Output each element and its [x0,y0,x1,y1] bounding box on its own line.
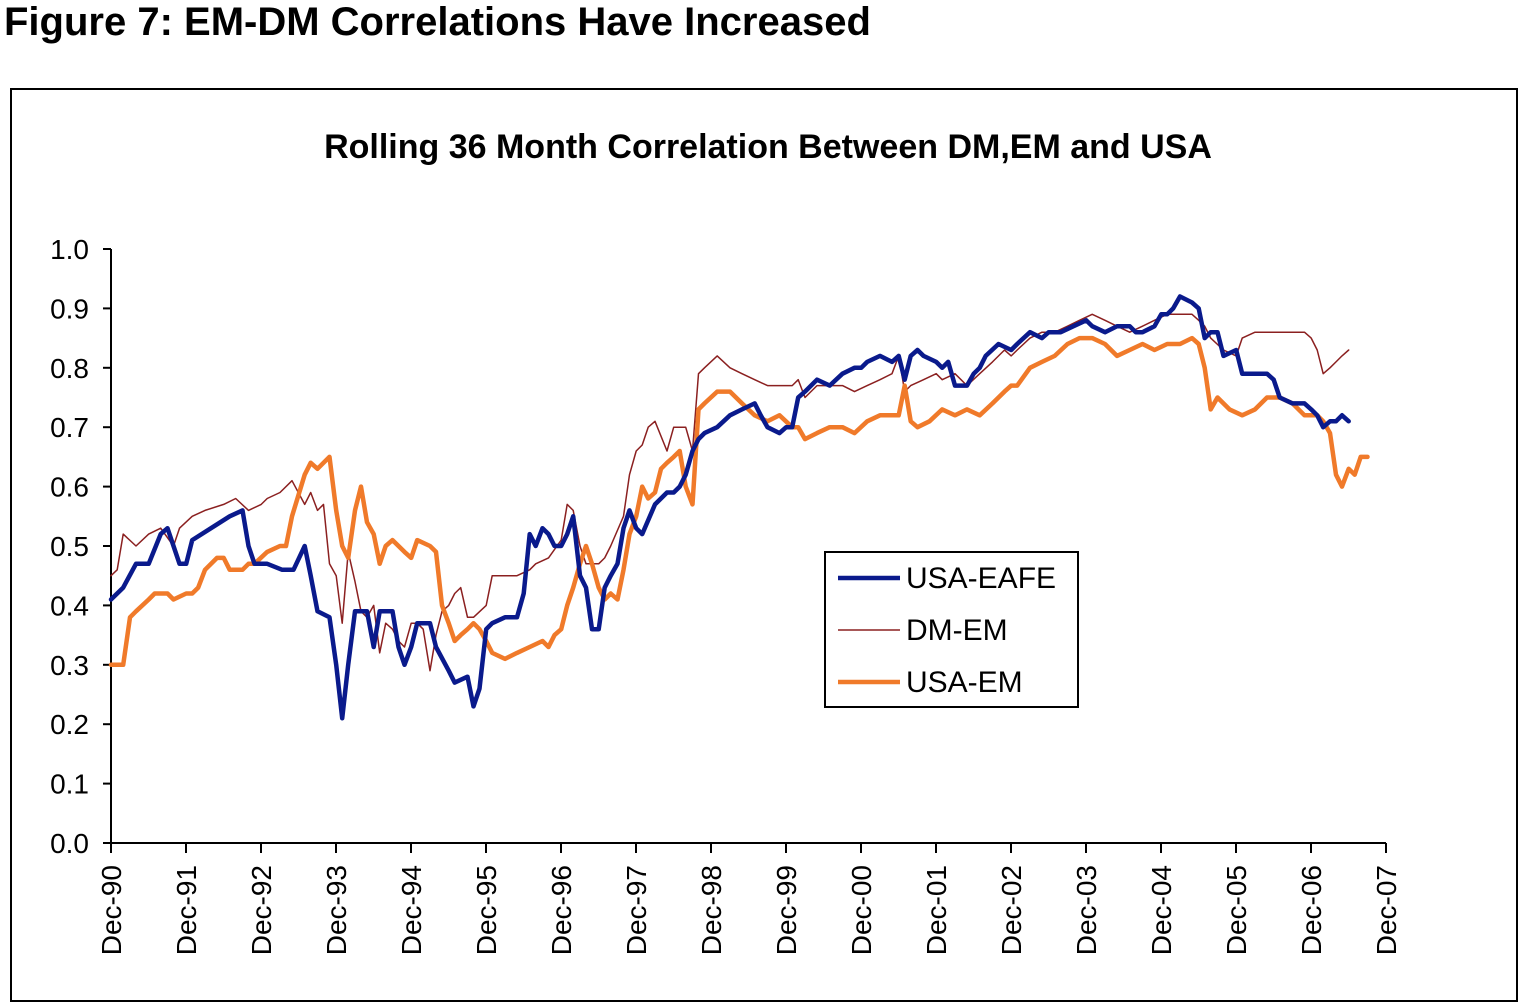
x-tick-label: Dec-00 [846,865,877,955]
y-tick-label: 0.7 [50,412,89,443]
x-tick-label: Dec-05 [1221,865,1252,955]
x-tick-label: Dec-91 [171,865,202,955]
x-tick-label: Dec-97 [621,865,652,955]
y-tick-label: 0.3 [50,650,89,681]
x-tick-label: Dec-96 [546,865,577,955]
y-tick-label: 0.6 [50,472,89,503]
x-tick-label: Dec-04 [1146,865,1177,955]
y-tick-label: 0.9 [50,293,89,324]
y-tick-label: 0.4 [50,590,89,621]
x-tick-label: Dec-92 [246,865,277,955]
figure-caption: Figure 7: EM-DM Correlations Have Increa… [4,0,871,44]
y-tick-label: 0.2 [50,709,89,740]
x-tick-label: Dec-94 [396,865,427,955]
series-line-usa-em [108,335,1370,668]
legend-label: DM-EM [906,614,1008,647]
chart-title: Rolling 36 Month Correlation Between DM,… [324,128,1212,166]
x-tick-label: Dec-93 [321,865,352,955]
x-tick-label: Dec-07 [1371,865,1402,955]
chart-frame [10,88,1518,1002]
y-tick-label: 1.0 [50,234,89,265]
x-tick-label: Dec-03 [1071,865,1102,955]
y-tick-label: 0.0 [50,828,89,859]
x-tick-label: Dec-90 [96,865,127,955]
series-line-dm-em [110,313,1350,672]
series-line-usa-eafe [108,294,1351,721]
x-tick-label: Dec-99 [771,865,802,955]
y-tick-label: 0.8 [50,353,89,384]
x-tick-label: Dec-98 [696,865,727,955]
x-tick-label: Dec-95 [471,865,502,955]
y-tick-label: 0.5 [50,531,89,562]
legend-label: USA-EM [906,666,1023,699]
x-tick-label: Dec-02 [996,865,1027,955]
y-tick-label: 0.1 [50,769,89,800]
x-tick-label: Dec-06 [1296,865,1327,955]
legend-label: USA-EAFE [906,562,1056,595]
x-tick-label: Dec-01 [921,865,952,955]
